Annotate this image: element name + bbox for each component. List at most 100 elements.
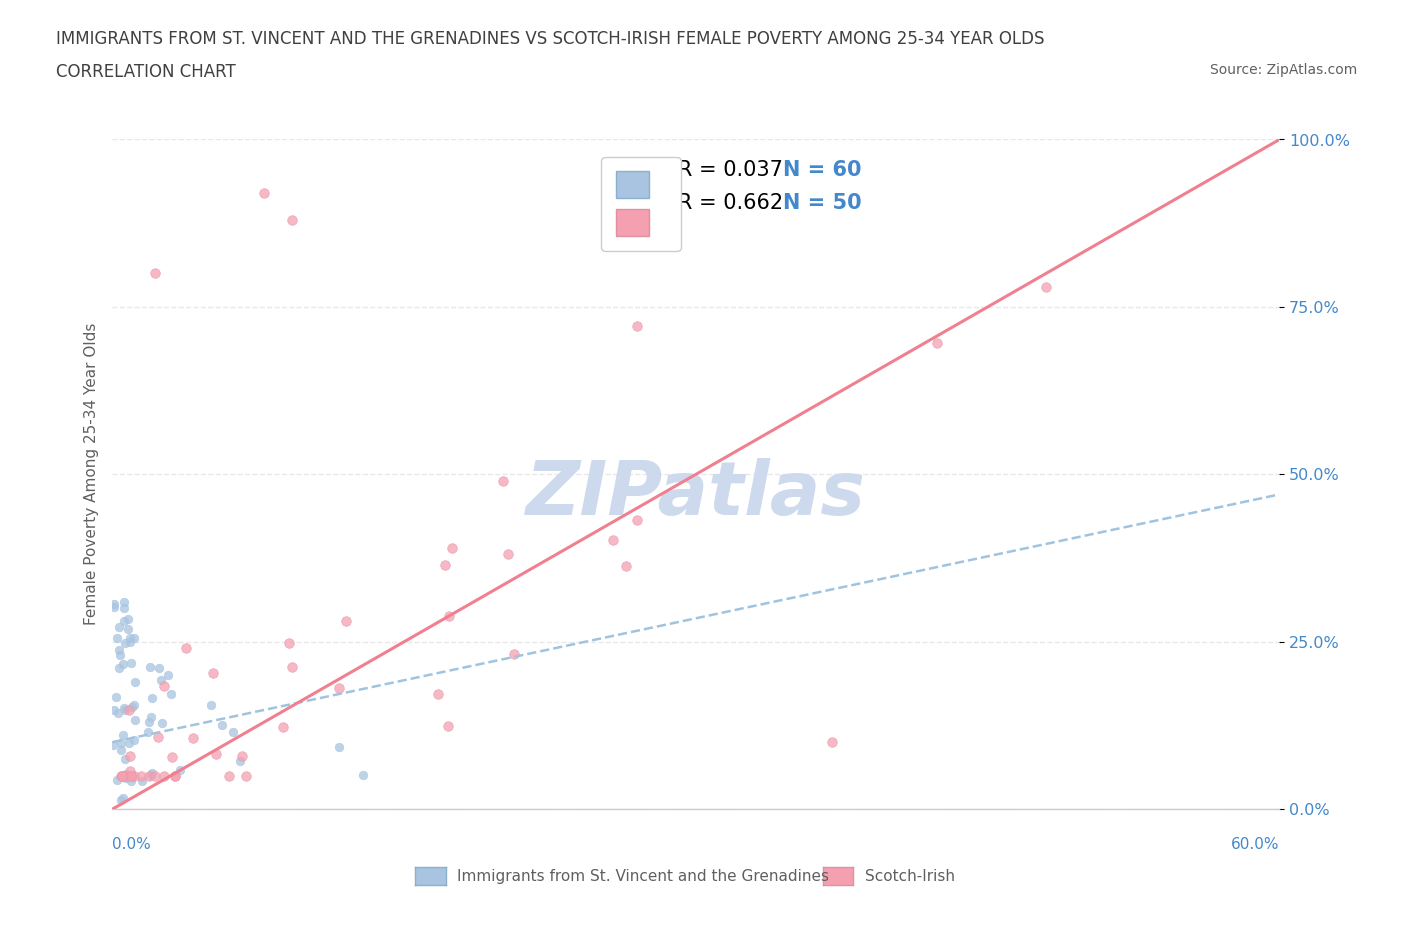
Point	[107, 620, 129, 635]
Point	[1035, 280, 1057, 295]
Point	[160, 686, 183, 701]
Point	[141, 691, 163, 706]
Text: N = 50: N = 50	[783, 193, 862, 213]
Point	[218, 768, 240, 783]
Point	[150, 716, 173, 731]
Point	[328, 681, 350, 696]
Point	[114, 635, 136, 650]
Point	[120, 631, 142, 645]
Point	[107, 706, 129, 721]
Point	[503, 646, 526, 661]
Point	[281, 212, 304, 227]
Point	[150, 672, 173, 687]
Text: 60.0%: 60.0%	[1232, 837, 1279, 852]
Point	[143, 768, 166, 783]
Point	[107, 772, 129, 787]
Point	[143, 266, 166, 281]
Point	[131, 774, 153, 789]
Point	[492, 473, 515, 488]
Point	[120, 656, 142, 671]
Point	[273, 719, 295, 734]
Point	[120, 768, 142, 783]
Text: Immigrants from St. Vincent and the Grenadines: Immigrants from St. Vincent and the Gren…	[457, 870, 830, 884]
Point	[104, 690, 127, 705]
Point	[427, 686, 450, 701]
Point	[112, 614, 135, 629]
Point	[139, 710, 162, 724]
Point	[111, 768, 134, 783]
Point	[139, 659, 162, 674]
Text: 0.0%: 0.0%	[112, 837, 152, 852]
Point	[821, 735, 844, 750]
Point	[441, 540, 464, 555]
Point	[110, 742, 132, 757]
Point	[138, 768, 160, 783]
Point	[110, 768, 132, 783]
Point	[115, 768, 138, 783]
Text: IMMIGRANTS FROM ST. VINCENT AND THE GRENADINES VS SCOTCH-IRISH FEMALE POVERTY AM: IMMIGRANTS FROM ST. VINCENT AND THE GREN…	[56, 30, 1045, 47]
Point	[205, 747, 228, 762]
Point	[148, 660, 170, 675]
Point	[277, 635, 299, 650]
Point	[925, 336, 948, 351]
Point	[103, 597, 125, 612]
Point	[253, 186, 276, 201]
Point	[169, 763, 191, 777]
Point	[626, 319, 648, 334]
Point	[211, 718, 233, 733]
Text: R = 0.662: R = 0.662	[679, 193, 783, 213]
Point	[138, 715, 160, 730]
Point	[112, 768, 135, 783]
Point	[110, 736, 132, 751]
Legend: , : ,	[602, 156, 681, 251]
Point	[231, 749, 253, 764]
Point	[101, 737, 124, 752]
Point	[437, 719, 460, 734]
Y-axis label: Female Poverty Among 25-34 Year Olds: Female Poverty Among 25-34 Year Olds	[83, 323, 98, 626]
Point	[156, 668, 179, 683]
Point	[103, 702, 125, 717]
Point	[105, 631, 128, 645]
Point	[183, 730, 205, 745]
Point	[115, 770, 138, 785]
Point	[122, 698, 145, 712]
Point	[103, 599, 125, 614]
Point	[118, 635, 141, 650]
Point	[626, 512, 648, 527]
Point	[108, 648, 131, 663]
Point	[112, 595, 135, 610]
Text: Scotch-Irish: Scotch-Irish	[865, 870, 955, 884]
Point	[201, 665, 224, 680]
Point	[122, 732, 145, 747]
Point	[235, 768, 257, 783]
Point	[120, 768, 142, 783]
Point	[352, 768, 374, 783]
Point	[433, 557, 456, 572]
Text: CORRELATION CHART: CORRELATION CHART	[56, 63, 236, 81]
Point	[122, 768, 145, 783]
Point	[118, 749, 141, 764]
Point	[117, 621, 139, 636]
Point	[122, 631, 145, 646]
Point	[111, 768, 134, 783]
Point	[112, 601, 135, 616]
Point	[176, 641, 198, 656]
Point	[114, 703, 136, 718]
Point	[163, 768, 186, 783]
Point	[129, 768, 152, 783]
Point	[200, 698, 222, 712]
Point	[112, 657, 135, 671]
Point	[281, 659, 304, 674]
Point	[602, 532, 624, 547]
Point	[114, 751, 136, 766]
Point	[614, 559, 637, 574]
Point	[115, 766, 138, 781]
Point	[118, 702, 141, 717]
Point	[120, 764, 142, 778]
Point	[498, 547, 520, 562]
Point	[111, 790, 134, 805]
Point	[110, 793, 132, 808]
Point	[108, 660, 131, 675]
Point	[328, 739, 350, 754]
Point	[229, 753, 252, 768]
